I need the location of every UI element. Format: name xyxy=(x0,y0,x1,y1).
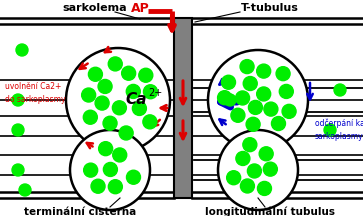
Circle shape xyxy=(276,67,290,81)
Circle shape xyxy=(143,115,157,129)
Text: sarkolema: sarkolema xyxy=(63,3,127,13)
Circle shape xyxy=(257,87,271,101)
Text: terminální cisterna: terminální cisterna xyxy=(24,207,136,216)
Text: longitudinální tubulus: longitudinální tubulus xyxy=(205,207,335,216)
Circle shape xyxy=(82,88,96,102)
Circle shape xyxy=(12,124,24,136)
Circle shape xyxy=(119,126,133,140)
Circle shape xyxy=(236,151,250,165)
Circle shape xyxy=(98,79,112,94)
Circle shape xyxy=(143,85,158,99)
Circle shape xyxy=(246,117,260,131)
Circle shape xyxy=(217,91,232,105)
Circle shape xyxy=(208,50,308,150)
Circle shape xyxy=(236,91,249,105)
Circle shape xyxy=(218,130,298,210)
Circle shape xyxy=(19,184,31,196)
Circle shape xyxy=(83,110,97,124)
Circle shape xyxy=(282,104,296,118)
Circle shape xyxy=(95,96,109,110)
Circle shape xyxy=(126,170,140,184)
Circle shape xyxy=(224,94,236,106)
Circle shape xyxy=(113,101,126,115)
Circle shape xyxy=(108,57,122,71)
Circle shape xyxy=(259,147,273,161)
Circle shape xyxy=(221,75,236,89)
Circle shape xyxy=(83,163,98,177)
Circle shape xyxy=(263,162,277,176)
Circle shape xyxy=(264,102,278,116)
Circle shape xyxy=(16,44,28,56)
Circle shape xyxy=(132,102,146,115)
Circle shape xyxy=(139,68,153,82)
Text: AP: AP xyxy=(131,2,150,14)
Circle shape xyxy=(243,138,257,152)
Circle shape xyxy=(91,179,105,193)
Circle shape xyxy=(227,171,241,185)
Circle shape xyxy=(12,94,24,106)
Circle shape xyxy=(248,164,261,178)
Circle shape xyxy=(324,124,336,136)
Circle shape xyxy=(248,100,262,114)
Circle shape xyxy=(126,84,140,98)
Text: uvolnění Ca2+
do sarkoplasmy: uvolnění Ca2+ do sarkoplasmy xyxy=(5,82,65,104)
Circle shape xyxy=(108,180,122,194)
Circle shape xyxy=(279,84,293,98)
Circle shape xyxy=(272,116,285,130)
Circle shape xyxy=(113,148,127,162)
Circle shape xyxy=(70,130,150,210)
Circle shape xyxy=(103,162,117,176)
Bar xyxy=(174,18,192,198)
Text: T-tubulus: T-tubulus xyxy=(241,3,299,13)
Text: Ca: Ca xyxy=(125,92,147,108)
Text: 2+: 2+ xyxy=(148,88,162,98)
Circle shape xyxy=(240,179,254,193)
Circle shape xyxy=(103,116,117,130)
Circle shape xyxy=(66,48,170,152)
Circle shape xyxy=(334,84,346,96)
Circle shape xyxy=(12,164,24,176)
Circle shape xyxy=(99,142,113,156)
Circle shape xyxy=(122,66,136,80)
Circle shape xyxy=(243,76,257,91)
Circle shape xyxy=(89,67,102,81)
Circle shape xyxy=(257,64,271,78)
Circle shape xyxy=(257,181,272,195)
Text: odčerpání kalcia ze
sarkoplasmy: odčerpání kalcia ze sarkoplasmy xyxy=(315,119,363,141)
Circle shape xyxy=(231,108,245,122)
Circle shape xyxy=(240,60,254,74)
